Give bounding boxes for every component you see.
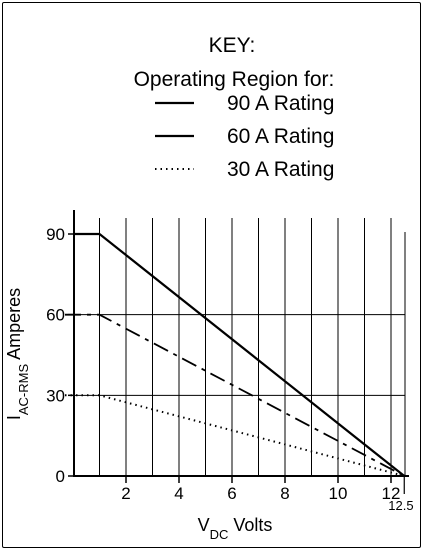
legend-subtitle: Operating Region for: (134, 68, 335, 91)
legend-label-2: 60 A Rating (227, 125, 334, 148)
x-tick-label: 8 (280, 484, 289, 503)
legend-title: KEY: (209, 34, 256, 57)
y-tick-label: 0 (56, 467, 65, 486)
x-end-tick-label: 12.5 (388, 498, 413, 513)
x-tick-label: 6 (227, 484, 236, 503)
legend-label-3: 30 A Rating (227, 158, 334, 181)
legend-label-1: 90 A Rating (227, 92, 334, 115)
legend-entries: 90 A Rating 60 A Rating 30 A Rating (155, 92, 334, 181)
x-tick-label: 4 (174, 484, 183, 503)
x-tick-label: 10 (329, 484, 348, 503)
series-line-1 (73, 232, 405, 477)
series-line-3 (65, 394, 405, 477)
series-line-2 (65, 313, 405, 477)
y-tick-label: 60 (46, 306, 65, 325)
plot-grid (74, 218, 406, 476)
chart-frame (2, 2, 421, 548)
y-tick-label: 90 (46, 225, 65, 244)
x-tick-label: 2 (121, 484, 130, 503)
y-tick-label: 30 (46, 386, 65, 405)
x-tick-label: 12 (382, 484, 401, 503)
plot-series (65, 232, 405, 477)
x-axis-title: VDC Volts (198, 515, 273, 542)
y-axis-title: IAC-RMS Amperes (4, 288, 31, 420)
